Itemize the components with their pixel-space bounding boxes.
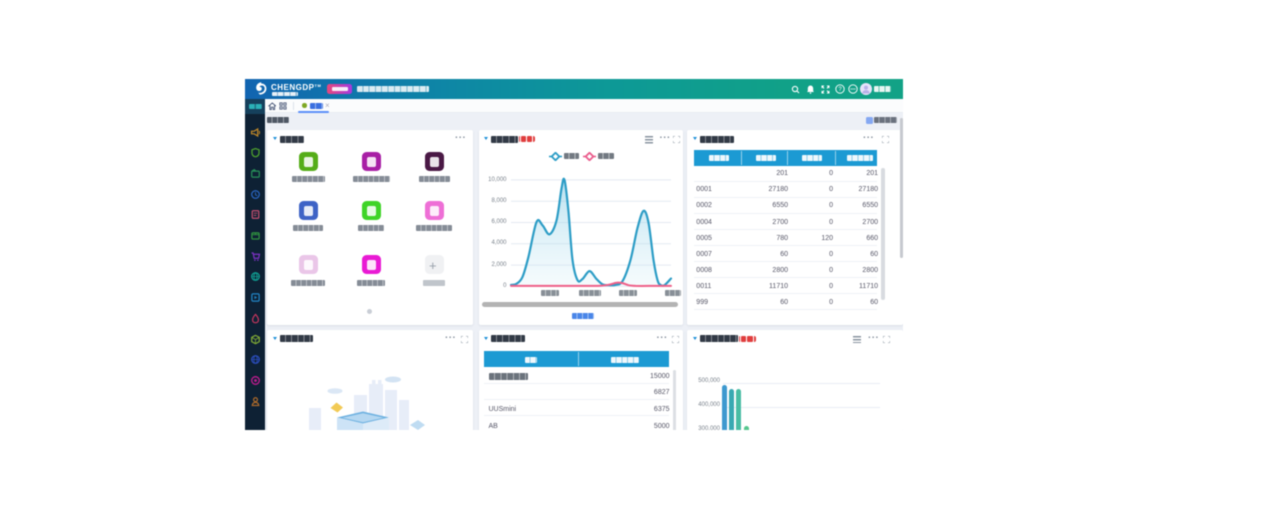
svg-text:?: ? <box>838 87 842 93</box>
